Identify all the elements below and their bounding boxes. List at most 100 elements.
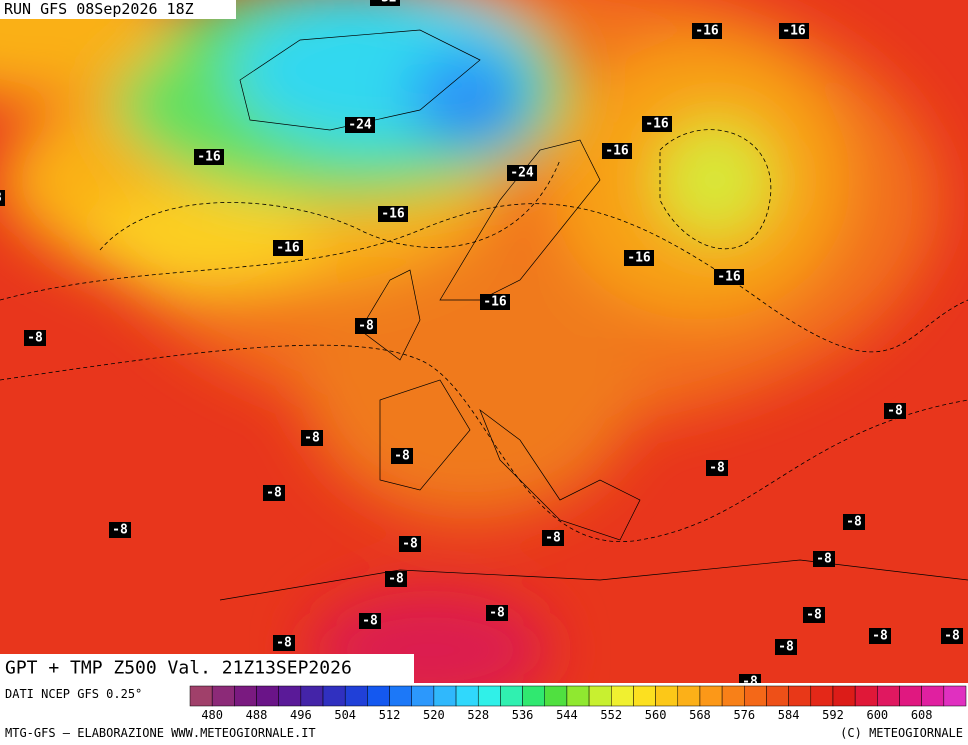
contour-label: -16 <box>782 24 806 39</box>
map-field <box>0 0 968 683</box>
contour-label: -8 <box>489 606 505 621</box>
contour-label: -16 <box>276 241 300 256</box>
contour-label: -8 <box>266 486 282 501</box>
contour-label: -16 <box>483 295 507 310</box>
label-box <box>391 448 413 464</box>
label-box <box>692 23 722 39</box>
label-box <box>273 240 303 256</box>
label-box <box>884 403 906 419</box>
contour-labels: -32 -16 -16 -24 -16 -16 -16 -24 -16 -16 -16 -16 -16 -… <box>0 0 963 690</box>
colorbar-swatch <box>433 685 457 707</box>
label-box <box>109 522 131 538</box>
colorbar-swatch <box>699 685 723 707</box>
colorbar-swatch <box>721 685 745 707</box>
colorbar-swatch <box>300 685 324 707</box>
colorbar-label: 520 <box>423 708 445 722</box>
label-box <box>941 628 963 644</box>
colorbar-swatch <box>211 685 235 707</box>
label-box <box>385 571 407 587</box>
colorbar-swatch <box>854 685 878 707</box>
colorbar-swatch <box>677 685 701 707</box>
label-box <box>642 116 672 132</box>
contour-label: -8 <box>872 629 888 644</box>
colorbar-swatch <box>278 685 302 707</box>
label-box <box>869 628 891 644</box>
colorbar-swatch <box>633 685 656 707</box>
contour-label: -8 <box>27 331 43 346</box>
colorbar-swatch <box>744 685 767 707</box>
colorbar-label: 592 <box>822 708 844 722</box>
colorbar-swatch <box>544 685 568 707</box>
contour-label: -8 <box>887 404 903 419</box>
label-box <box>273 635 295 651</box>
contour-label: -24 <box>348 118 372 133</box>
contour-label: -16 <box>605 144 629 159</box>
label-box <box>843 514 865 530</box>
colorbar-swatch <box>234 685 257 707</box>
colorbar-swatch <box>256 685 279 707</box>
colorbar-label: 600 <box>866 708 888 722</box>
title-box <box>0 654 414 683</box>
colorbar-swatch <box>389 685 412 707</box>
colorbar-swatch <box>899 685 922 707</box>
label-box <box>602 143 632 159</box>
contour-label: -8 <box>709 461 725 476</box>
colorbar-label: 544 <box>556 708 578 722</box>
contour-label: -16 <box>645 117 669 132</box>
contour-label: -8 <box>545 531 561 546</box>
contour-label: -16 <box>717 270 741 285</box>
colorbar-swatch <box>322 685 346 707</box>
label-box <box>399 536 421 552</box>
label-box <box>194 149 224 165</box>
label-box <box>263 485 285 501</box>
colorbar-label: 536 <box>512 708 534 722</box>
contour-label: -16 <box>627 251 651 266</box>
contour-label: -8 <box>394 449 410 464</box>
contour-label: -8 <box>742 675 758 690</box>
colorbar-swatch <box>588 685 612 707</box>
label-box <box>624 250 654 266</box>
colorbar-swatch <box>810 685 834 707</box>
label-box <box>507 165 537 181</box>
colorbar-swatch <box>832 685 856 707</box>
colorbar-label: 608 <box>911 708 933 722</box>
colorbar-swatch <box>367 685 390 707</box>
contour-label: -8 <box>944 629 960 644</box>
colorbar-swatch <box>655 685 679 707</box>
colorbar-swatch <box>455 685 479 707</box>
contour-label: -8 <box>402 537 418 552</box>
label-box <box>779 23 809 39</box>
label-box <box>370 0 400 6</box>
label-box <box>739 674 761 683</box>
colorbar-swatch <box>921 685 945 707</box>
run-box <box>0 0 236 19</box>
contour-label: -8 <box>778 640 794 655</box>
credit: MTG-GFS — ELABORAZIONE WWW.METEOGIORNALE… <box>5 726 316 740</box>
copyright: (C) METEOGIORNALE <box>840 726 963 740</box>
label-box <box>359 613 381 629</box>
contour-label: -24 <box>510 166 534 181</box>
colorbar-label: 576 <box>733 708 755 722</box>
colorbar-label: 552 <box>600 708 622 722</box>
colorbar-swatch <box>877 685 900 707</box>
contour-label: -16 <box>381 207 405 222</box>
colorbar-label: 568 <box>689 708 711 722</box>
colorbar-label: 512 <box>379 708 401 722</box>
contour-label: -8 <box>806 608 822 623</box>
label-box <box>803 607 825 623</box>
label-box <box>0 190 5 206</box>
colorbar-swatch <box>500 685 523 707</box>
colorbar-label: 528 <box>467 708 489 722</box>
contour-label: -8 <box>276 636 292 651</box>
run-label: RUN GFS 08Sep2026 18Z <box>4 0 194 18</box>
contour-label: -32 <box>373 0 396 6</box>
label-box <box>24 330 46 346</box>
contour-label: -8 <box>816 552 832 567</box>
colorbar-swatch <box>566 685 590 707</box>
colorbar-label: 496 <box>290 708 312 722</box>
contour-label: -8 <box>0 191 2 206</box>
contour-label: -8 <box>362 614 378 629</box>
colorbar-swatch <box>189 685 213 707</box>
label-box <box>378 206 408 222</box>
